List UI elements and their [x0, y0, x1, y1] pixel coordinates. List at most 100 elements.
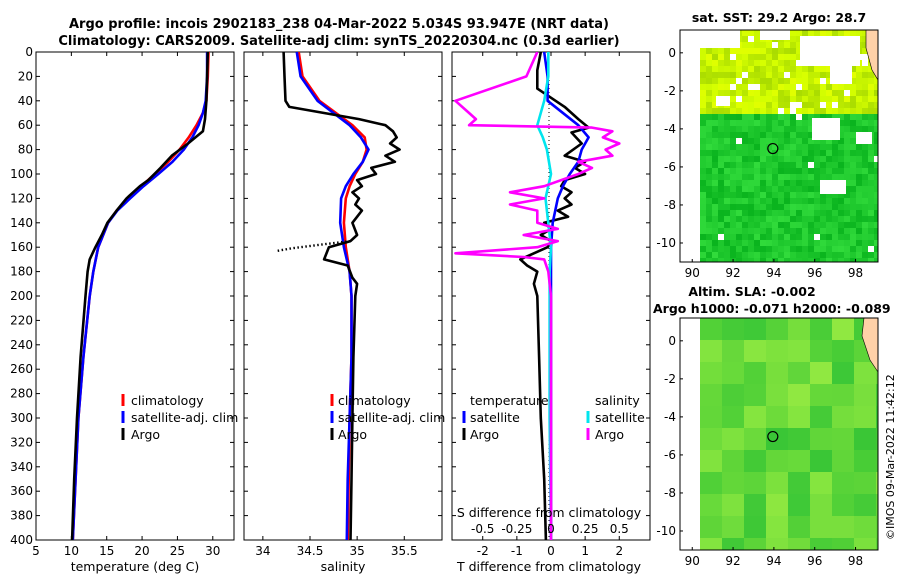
- sst-cell: [796, 198, 802, 204]
- sst-cell: [862, 144, 868, 150]
- map-y-tick-label: -4: [664, 122, 676, 136]
- sst-cell: [844, 240, 850, 246]
- sst-cell: [718, 60, 724, 66]
- sst-cell: [760, 138, 766, 144]
- sst-cell: [778, 90, 784, 96]
- sst-cell: [712, 54, 718, 60]
- sla-cell: [788, 428, 810, 450]
- sst-cell: [820, 96, 826, 102]
- sst-cell: [766, 198, 772, 204]
- sst-cell: [808, 258, 814, 262]
- sst-cell: [874, 162, 878, 168]
- y-tick-label: 160: [10, 240, 33, 254]
- sst-cell: [712, 192, 718, 198]
- sst-cell: [784, 186, 790, 192]
- sst-cell: [790, 228, 796, 234]
- sst-cell: [814, 174, 820, 180]
- sst-cell: [874, 102, 878, 108]
- sst-cell: [868, 144, 874, 150]
- sst-cell: [832, 222, 838, 228]
- sst-cell: [826, 210, 832, 216]
- sst-cell: [838, 114, 844, 120]
- sst-cell: [754, 108, 760, 114]
- sst-cell: [790, 210, 796, 216]
- sst-cell: [850, 240, 856, 246]
- sst-cell: [724, 180, 730, 186]
- sst-cell: [868, 102, 874, 108]
- x-tick-label: 10: [64, 544, 79, 558]
- sla-cell: [788, 516, 810, 538]
- difference-legend: temperature salinity satellite Argo sate…: [462, 393, 645, 442]
- sst-cell: [772, 222, 778, 228]
- map-x-tick-label: 98: [848, 266, 863, 280]
- sst-cell: [724, 252, 730, 258]
- sst-cell: [850, 66, 856, 72]
- sst-cell: [820, 192, 826, 198]
- sst-cell: [778, 162, 784, 168]
- sst-cell: [778, 204, 784, 210]
- sst-cell: [706, 204, 712, 210]
- sst-cell: [760, 180, 766, 186]
- sla-cell: [722, 472, 744, 494]
- map-x-tick-label: 98: [848, 554, 863, 568]
- sst-cell: [814, 84, 820, 90]
- sst-cell: [760, 198, 766, 204]
- sst-cell: [862, 180, 868, 186]
- sst-cell: [724, 246, 730, 252]
- legend-label-t-satellite: satellite: [470, 410, 520, 425]
- sst-cell: [832, 234, 838, 240]
- sst-cell: [856, 120, 862, 126]
- sst-cell: [856, 96, 862, 102]
- sst-cell: [712, 198, 718, 204]
- sst-cell: [760, 168, 766, 174]
- sst-cell: [856, 72, 862, 78]
- sst-cell: [814, 162, 820, 168]
- sst-cell: [838, 150, 844, 156]
- difference-panel: -2 -1 0 1 2 T difference from climatology S …: [451, 51, 651, 574]
- sst-cell: [832, 228, 838, 234]
- sst-cell: [742, 114, 748, 120]
- sst-cell: [760, 228, 766, 234]
- sst-cell: [850, 78, 856, 84]
- sst-cell: [748, 246, 754, 252]
- sst-cell: [772, 78, 778, 84]
- sst-cell: [814, 216, 820, 222]
- sst-cell: [748, 150, 754, 156]
- sst-cell: [868, 90, 874, 96]
- sst-cell: [814, 156, 820, 162]
- sst-cell: [778, 222, 784, 228]
- sst-cell: [736, 240, 742, 246]
- sst-cell: [754, 198, 760, 204]
- sst-cell: [724, 150, 730, 156]
- sla-cell: [810, 516, 832, 538]
- sla-cell: [766, 406, 788, 428]
- sst-cell: [760, 60, 766, 66]
- sst-cell: [874, 234, 878, 240]
- sst-cell: [730, 84, 736, 90]
- sst-cell: [814, 150, 820, 156]
- sla-cell: [788, 450, 810, 472]
- sst-cell: [778, 240, 784, 246]
- sst-cell: [706, 198, 712, 204]
- sst-cell: [718, 48, 724, 54]
- sst-cell: [730, 204, 736, 210]
- y-tick-label: 260: [10, 362, 33, 376]
- sst-cell: [712, 144, 718, 150]
- chart-title-line1: Argo profile: incois 2902183_238 04-Mar-…: [69, 17, 609, 32]
- sst-cell: [850, 144, 856, 150]
- sst-cell: [760, 174, 766, 180]
- salinity-panel: 34 34.5 35 35.5 salinity climatology satell…: [243, 51, 445, 574]
- sla-map-subtitle: Argo h1000: -0.071 h2000: -0.089: [653, 301, 891, 316]
- sst-cell: [778, 186, 784, 192]
- sst-cell: [754, 180, 760, 186]
- sst-cell: [772, 216, 778, 222]
- sst-cell: [712, 156, 718, 162]
- sla-cell: [744, 538, 766, 550]
- sst-cell: [742, 156, 748, 162]
- sst-cell: [820, 144, 826, 150]
- sst-cell: [772, 210, 778, 216]
- sst-cell: [856, 162, 862, 168]
- sst-cell: [730, 156, 736, 162]
- sst-cell: [826, 246, 832, 252]
- sla-cell: [766, 472, 788, 494]
